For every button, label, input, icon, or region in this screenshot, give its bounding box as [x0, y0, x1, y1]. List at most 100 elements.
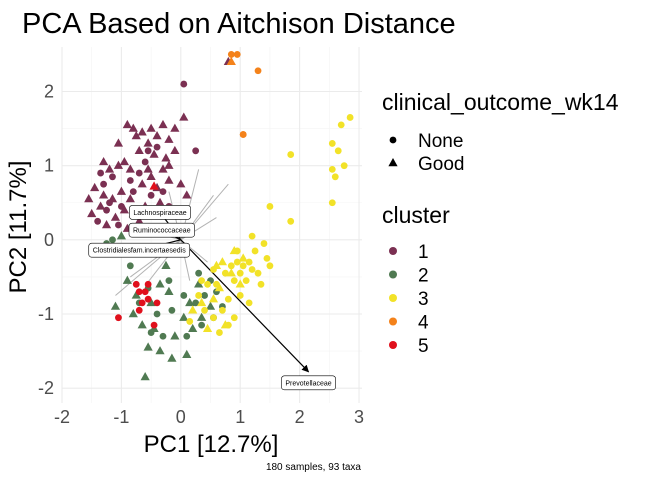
data-point-triangle: [182, 349, 192, 358]
data-point-triangle: [155, 197, 165, 206]
data-point-circle: [129, 188, 137, 196]
x-tick-label: -1: [113, 407, 129, 427]
data-point-circle: [346, 114, 354, 121]
data-point-circle: [204, 280, 211, 288]
data-point-circle: [109, 173, 116, 181]
data-point-circle: [245, 258, 253, 266]
data-point-triangle: [134, 216, 144, 225]
data-point-triangle: [161, 153, 171, 162]
data-point-triangle: [143, 342, 153, 351]
chart-caption: 180 samples, 93 taxa: [266, 462, 361, 473]
x-tick-label: 1: [235, 407, 245, 427]
data-point-circle: [138, 299, 146, 307]
data-points: [84, 51, 354, 381]
data-point-circle: [165, 277, 173, 285]
data-point-triangle: [143, 164, 153, 173]
data-point-circle: [153, 143, 161, 151]
data-point-triangle: [197, 297, 207, 307]
data-point-circle: [263, 254, 271, 262]
data-point-triangle: [128, 123, 138, 132]
data-point-circle: [248, 232, 256, 240]
data-point-triangle: [164, 134, 174, 143]
loading-label: Ruminococcaceae: [128, 222, 195, 238]
data-point-triangle: [164, 175, 174, 184]
data-point-triangle: [170, 145, 180, 155]
data-point-circle: [227, 51, 235, 58]
data-point-triangle: [205, 301, 216, 310]
data-point-triangle: [146, 123, 156, 132]
legend-color-key: [389, 270, 397, 279]
data-point-circle: [239, 262, 247, 270]
data-point-circle: [109, 236, 116, 244]
data-point-triangle: [104, 164, 115, 173]
data-point-circle: [118, 203, 125, 210]
shape-legend-label: None: [418, 131, 463, 152]
data-point-circle: [328, 199, 336, 207]
x-axis-title: PC1 [12.7%]: [144, 431, 279, 458]
legend-color-key: [389, 341, 397, 349]
data-point-triangle: [146, 171, 156, 180]
color-legend-label: 3: [418, 289, 429, 310]
data-point-triangle: [98, 156, 109, 166]
data-point-circle: [201, 292, 208, 299]
data-point-circle: [245, 299, 253, 307]
data-point-circle: [224, 321, 232, 329]
data-point-circle: [153, 310, 161, 318]
shape-legend-title: clinical_outcome_wk14: [382, 89, 619, 115]
data-point-triangle: [131, 131, 141, 140]
data-point-circle: [254, 67, 262, 75]
data-point-circle: [233, 258, 241, 266]
loading-label: Prevotellaceae: [281, 375, 336, 391]
data-point-circle: [195, 292, 203, 299]
data-point-circle: [251, 247, 259, 255]
data-point-triangle: [125, 164, 135, 173]
data-point-circle: [132, 280, 140, 288]
x-tick-label: 3: [354, 407, 364, 427]
data-point-circle: [260, 240, 268, 247]
data-point-triangle: [149, 181, 159, 190]
data-point-triangle: [182, 190, 192, 199]
data-point-circle: [266, 262, 274, 270]
data-point-triangle: [164, 286, 174, 295]
data-point-triangle: [137, 127, 147, 136]
data-point-triangle: [202, 323, 213, 333]
data-point-circle: [141, 158, 149, 166]
data-point-circle: [141, 288, 149, 296]
data-point-triangle: [119, 205, 129, 214]
data-point-triangle: [161, 260, 171, 269]
data-point-circle: [328, 140, 336, 147]
data-point-triangle: [116, 186, 127, 195]
loading-arrow: [180, 239, 310, 373]
data-point-triangle: [131, 290, 141, 299]
data-point-circle: [198, 321, 206, 329]
chart-title: PCA Based on Aitchison Distance: [22, 8, 456, 40]
data-point-triangle: [179, 112, 189, 121]
data-point-triangle: [134, 145, 144, 155]
data-point-circle: [227, 262, 235, 270]
y-tick-label: 2: [44, 82, 54, 102]
data-point-circle: [180, 292, 188, 299]
loading-label-text: Clostridialesfam.incertaesedis: [93, 248, 186, 255]
data-point-triangle: [235, 279, 245, 288]
data-point-circle: [242, 277, 250, 285]
data-point-circle: [144, 295, 152, 303]
data-point-triangle: [90, 182, 100, 192]
data-point-triangle: [208, 294, 219, 303]
data-point-circle: [126, 262, 134, 270]
data-point-circle: [115, 221, 122, 229]
color-legend-title: cluster: [382, 202, 450, 228]
data-point-triangle: [167, 353, 177, 362]
data-point-circle: [192, 147, 200, 155]
data-point-circle: [233, 247, 241, 255]
x-tick-label: 0: [176, 407, 186, 427]
data-point-triangle: [158, 119, 168, 129]
data-point-triangle: [119, 156, 129, 166]
data-point-circle: [210, 314, 217, 322]
data-point-triangle: [113, 160, 124, 169]
data-point-circle: [192, 299, 200, 307]
data-point-triangle: [176, 179, 186, 188]
loading-label-box: [128, 222, 195, 238]
